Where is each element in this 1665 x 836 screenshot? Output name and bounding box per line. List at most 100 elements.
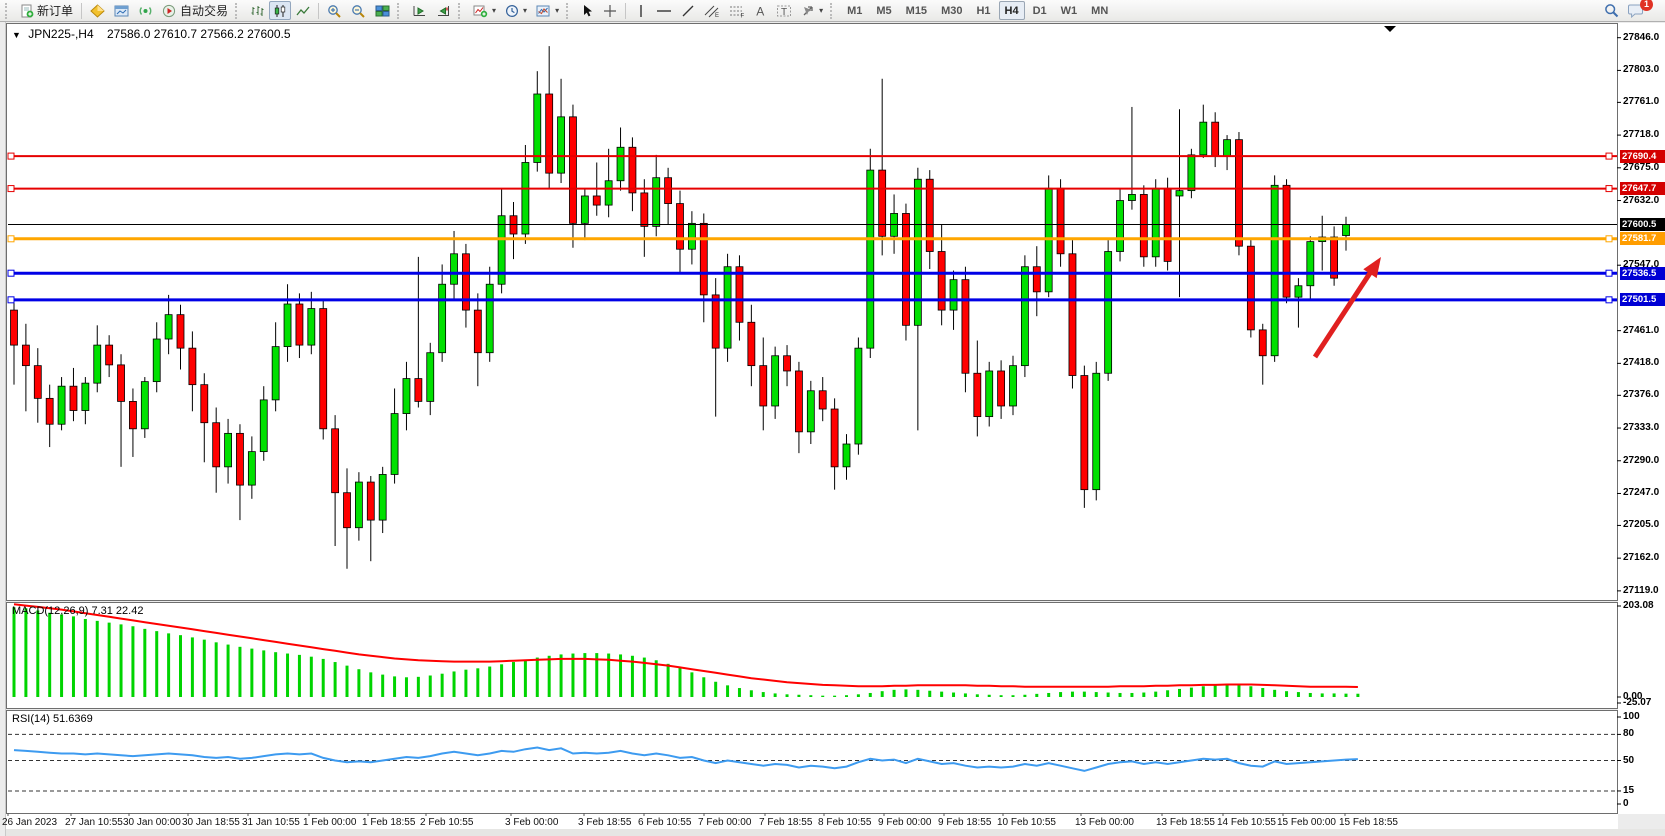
price-axis-label: 27846.0 <box>1623 31 1660 43</box>
timeframe-m5[interactable]: M5 <box>876 4 892 17</box>
periods-button[interactable]: ▾ <box>501 1 531 20</box>
equidistant-channel-icon: E <box>704 5 719 18</box>
candlestick-chart-icon <box>274 4 286 17</box>
notifications-button[interactable]: 1 <box>1624 0 1653 20</box>
price-chart-panel[interactable] <box>6 23 1618 601</box>
timeframe-group: M1 M5 M15 M30 H1 H4 D1 W1 MN <box>841 1 1114 20</box>
bar-chart-button[interactable] <box>246 1 268 20</box>
time-axis-label: 13 Feb 18:55 <box>1156 817 1215 828</box>
search-button[interactable] <box>1600 1 1623 20</box>
timeframe-d1[interactable]: D1 <box>1032 4 1047 17</box>
price-axis-label: 27119.0 <box>1623 584 1659 596</box>
horizontal-line-icon <box>657 9 672 12</box>
timeframe-h1[interactable]: H1 <box>976 4 991 17</box>
time-axis-label: 13 Feb 00:00 <box>1075 817 1134 828</box>
text-label-button[interactable]: T <box>772 1 796 20</box>
gold-diamond-button[interactable] <box>86 1 109 20</box>
timeframe-m30[interactable]: M30 <box>941 4 963 17</box>
price-axis-label: 27290.0 <box>1623 454 1660 466</box>
resistance-line-1-price-badge: 27690.4 <box>1620 149 1665 163</box>
svg-text:F: F <box>741 13 745 18</box>
dropdown-caret-icon: ▾ <box>523 6 528 15</box>
time-axis-row[interactable] <box>6 814 1618 829</box>
toolbar-separator <box>318 2 320 19</box>
timeframe-w1[interactable]: W1 <box>1060 4 1078 17</box>
toolbar-grip[interactable] <box>830 2 836 19</box>
pivot-line-price-badge: 27581.7 <box>1620 232 1665 246</box>
time-axis-label: 27 Jan 10:55 <box>65 817 123 828</box>
line-chart-button[interactable] <box>292 1 314 20</box>
window-left-border <box>0 22 6 836</box>
rsi-panel[interactable] <box>6 710 1618 814</box>
equidistant-channel-button[interactable]: E <box>700 1 724 20</box>
price-axis-label: 27162.0 <box>1623 552 1660 564</box>
time-axis-label: 10 Feb 10:55 <box>997 817 1056 828</box>
vertical-line-button[interactable] <box>630 1 651 20</box>
zoom-in-button[interactable] <box>323 1 346 20</box>
trendline-button[interactable] <box>677 1 699 20</box>
time-axis-label: 7 Feb 18:55 <box>759 817 813 828</box>
autotrading-icon <box>162 4 176 17</box>
current-price-line-price-badge: 27600.5 <box>1620 217 1665 231</box>
time-axis-label: 3 Feb 00:00 <box>505 817 559 828</box>
price-axis-label: 27247.0 <box>1623 487 1660 499</box>
templates-icon <box>536 5 550 16</box>
time-axis-label: 6 Feb 10:55 <box>638 817 692 828</box>
new-order-label: 新订单 <box>37 4 74 18</box>
toolbar-grip[interactable] <box>397 2 403 19</box>
cursor-button[interactable] <box>577 1 598 20</box>
arrows-button[interactable]: ▾ <box>797 1 827 20</box>
horizontal-line-button[interactable] <box>652 1 676 20</box>
toolbar-grip[interactable] <box>235 2 241 19</box>
resistance-line-2-price-badge: 27647.7 <box>1620 182 1665 196</box>
autotrading-button[interactable]: 自动交易 <box>158 1 232 20</box>
time-axis-label: 30 Jan 00:00 <box>123 817 181 828</box>
signal-button[interactable] <box>134 1 157 20</box>
timeframe-m1[interactable]: M1 <box>847 4 863 17</box>
time-axis-label: 1 Feb 18:55 <box>362 817 416 828</box>
tile-windows-button[interactable] <box>371 1 394 20</box>
auto-scroll-button[interactable] <box>408 1 431 20</box>
time-axis-label: 9 Feb 18:55 <box>938 817 992 828</box>
timeframe-mn[interactable]: MN <box>1091 4 1109 17</box>
time-axis-label: 7 Feb 00:00 <box>698 817 752 828</box>
time-axis-label: 1 Feb 00:00 <box>303 817 357 828</box>
macd-axis-label: -25.07 <box>1623 697 1652 708</box>
indicators-icon <box>473 5 488 17</box>
svg-text:E: E <box>715 13 719 18</box>
candlestick-chart-button[interactable] <box>269 1 292 20</box>
price-axis-label: 27205.0 <box>1623 519 1660 531</box>
toolbar-grip[interactable] <box>5 2 11 19</box>
toolbar-separator <box>625 2 627 19</box>
text-label-icon: T <box>777 5 792 18</box>
price-axis-label: 27418.0 <box>1623 357 1660 369</box>
zoom-out-button[interactable] <box>347 1 370 20</box>
indicators-button[interactable]: ▾ <box>469 1 500 20</box>
text-icon: A <box>756 4 764 18</box>
price-axis-label: 27632.0 <box>1623 194 1660 206</box>
tile-windows-icon <box>375 5 390 16</box>
autotrading-label: 自动交易 <box>180 4 229 18</box>
gold-diamond-icon <box>90 3 105 18</box>
fibonacci-button[interactable]: F <box>725 1 749 20</box>
new-order-button[interactable]: 新订单 <box>16 1 77 20</box>
zoom-in-icon <box>328 4 341 18</box>
toolbar-grip[interactable] <box>566 2 572 19</box>
text-button[interactable]: A <box>750 1 771 20</box>
templates-button[interactable]: ▾ <box>532 1 563 20</box>
crosshair-button[interactable] <box>599 1 621 20</box>
time-axis-label: 8 Feb 10:55 <box>818 817 872 828</box>
crosshair-icon <box>604 4 617 17</box>
price-axis-label: 27547.0 <box>1623 259 1660 271</box>
price-axis-label: 27376.0 <box>1623 389 1660 401</box>
chart-window-button[interactable] <box>110 1 133 20</box>
auto-scroll-icon <box>413 5 426 16</box>
toolbar-grip[interactable] <box>458 2 464 19</box>
timeframe-h4[interactable]: H4 <box>998 1 1025 20</box>
timeframe-m15[interactable]: M15 <box>905 4 928 17</box>
bar-chart-icon <box>251 5 264 16</box>
chart-shift-button[interactable] <box>432 1 455 20</box>
rsi-axis-label: 50 <box>1623 754 1635 766</box>
macd-panel[interactable] <box>6 602 1618 709</box>
